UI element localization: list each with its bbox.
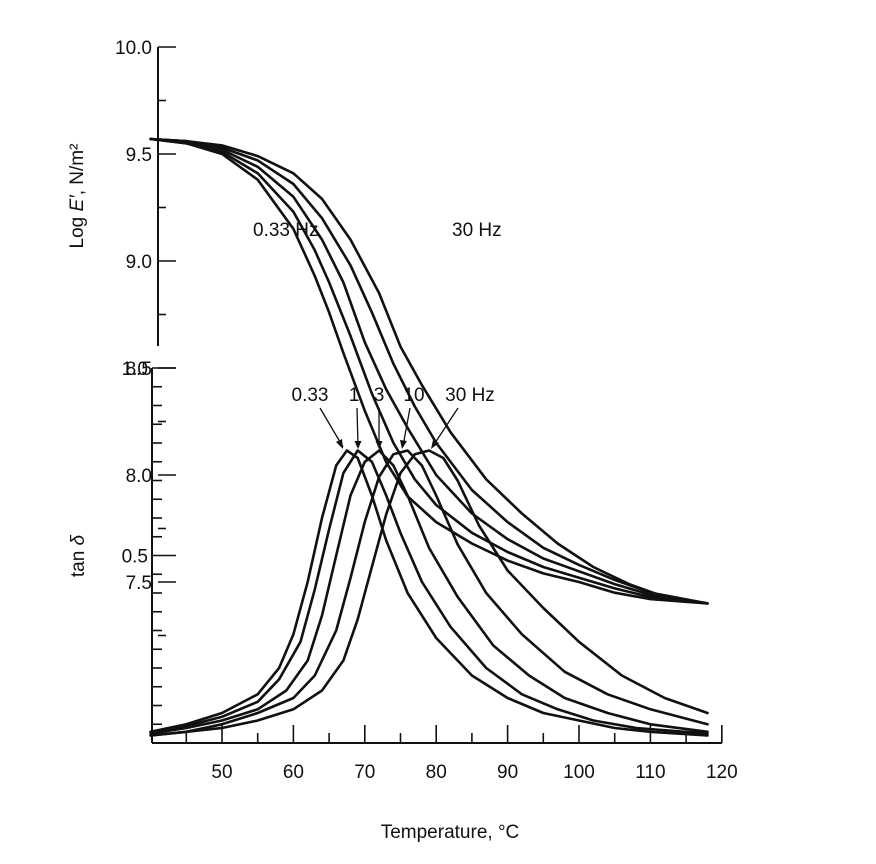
arrow-30-hz xyxy=(431,407,459,449)
modulus-y-tick-label: 7.5 xyxy=(126,573,152,594)
modulus-y-tick-label: 8.5 xyxy=(126,359,152,380)
modulus-y-ticks: 7.5 8.0 8.5 9.0 9.5 10.0 xyxy=(115,38,176,637)
tan-delta-curve-5 xyxy=(149,449,709,737)
arrow-3 xyxy=(375,408,383,449)
freq-label-3: 3 xyxy=(374,385,385,406)
tan-delta-y-label: tan δ xyxy=(68,534,89,577)
freq-label-10: 10 xyxy=(403,385,424,406)
arrow-10 xyxy=(400,407,411,449)
x-axis-tick-label: 120 xyxy=(706,762,738,783)
x-axis-tick-label: 70 xyxy=(354,762,375,783)
modulus-curve-3 xyxy=(149,137,709,605)
x-axis-tick-label: 90 xyxy=(497,762,518,783)
tan-delta-panel: 0.51.050 60 70 80 90 100 110 120 tan δ Temperat… xyxy=(68,359,738,843)
annotation-30-hz: 30 Hz xyxy=(452,220,502,241)
frequency-arrows xyxy=(319,407,459,449)
x-axis-tick-label: 80 xyxy=(426,762,447,783)
tan-delta-curve-4 xyxy=(149,449,709,737)
modulus-y-label: Log E′, N/m² xyxy=(67,144,88,249)
modulus-y-tick-label: 9.5 xyxy=(126,145,152,166)
annotation-0-33-hz: 0.33 Hz xyxy=(253,220,318,241)
x-axis-tick-label: 50 xyxy=(211,762,232,783)
tan-delta-y-tick-label: 0.5 xyxy=(122,547,148,568)
tan-delta-ticks: 0.51.050 60 70 80 90 100 110 120 xyxy=(122,359,738,783)
tan-delta-curve-2 xyxy=(149,449,709,735)
arrow-0-33 xyxy=(319,407,344,449)
freq-label-1: 1 xyxy=(349,385,360,406)
tan-delta-y-tick-label: 1.0 xyxy=(122,359,148,380)
modulus-curve-4 xyxy=(149,137,709,605)
freq-label-0-33: 0.33 xyxy=(292,385,329,406)
modulus-y-tick-label: 9.0 xyxy=(126,252,152,273)
tan-delta-curves xyxy=(149,449,709,737)
modulus-panel: 7.5 8.0 8.5 9.0 9.5 10.0 Log E′, N/m² 0.33 Hz… xyxy=(67,38,709,637)
arrow-1 xyxy=(354,407,362,449)
modulus-curve-1 xyxy=(149,137,709,605)
x-axis-tick-label: 60 xyxy=(283,762,304,783)
tan-delta-curve-1 xyxy=(149,449,709,737)
x-axis-tick-label: 110 xyxy=(635,762,665,783)
tan-delta-curve-3 xyxy=(149,449,709,735)
modulus-y-tick-label: 10.0 xyxy=(115,38,152,59)
x-axis-tick-label: 100 xyxy=(563,762,595,783)
modulus-curves xyxy=(149,137,709,605)
freq-label-30-hz: 30 Hz xyxy=(445,385,495,406)
modulus-y-tick-label: 8.0 xyxy=(126,466,152,487)
frequency-labels: 0.33 1 3 10 30 Hz xyxy=(292,385,495,406)
modulus-curve-2 xyxy=(149,137,709,605)
x-axis-label: Temperature, °C xyxy=(381,822,520,843)
modulus-curve-5 xyxy=(149,137,709,605)
